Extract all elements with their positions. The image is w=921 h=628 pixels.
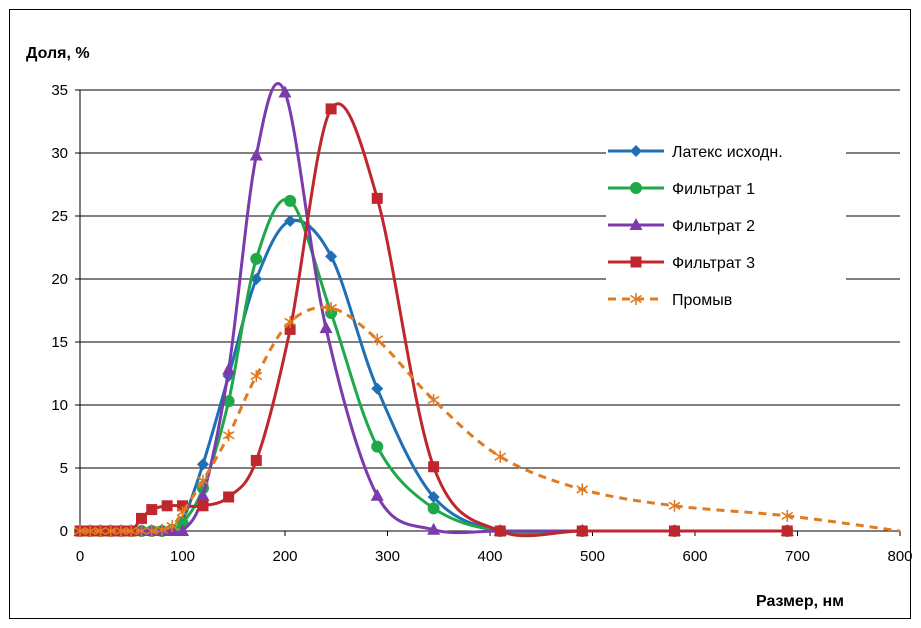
data-point-3-11 — [196, 488, 210, 501]
data-point-4-17 — [494, 525, 506, 537]
y-axis-label: Доля, % — [26, 45, 90, 62]
tick-labels: 0 5 10 15 20 25 30 35 0 100 200 300 400 500 600 700 800 — [51, 82, 912, 565]
data-point-4-10 — [197, 500, 209, 512]
data-point-5-1 — [84, 525, 97, 537]
data-point-1-14 — [284, 215, 297, 228]
data-point-5-14 — [284, 315, 297, 328]
gridlines — [80, 89, 900, 469]
y-tick-label-20: 20 — [51, 271, 68, 288]
x-axis-label: Размер, нм — [756, 593, 844, 610]
x-tick-label-0: 0 — [76, 548, 84, 565]
y-tick-label-5: 5 — [60, 460, 68, 477]
data-point-5-6 — [135, 525, 148, 537]
legend-label-1: Латекс исходн. — [672, 144, 783, 161]
y-tick-label-25: 25 — [51, 208, 68, 225]
legend-marker-1 — [630, 145, 642, 157]
data-point-5-8 — [156, 523, 168, 536]
x-tick-label-700: 700 — [785, 548, 810, 565]
data-point-4-11 — [223, 491, 235, 503]
x-tick-label-800: 800 — [887, 548, 912, 565]
data-point-3-14 — [278, 85, 292, 98]
data-point-2-17 — [427, 502, 440, 515]
series-group — [73, 82, 901, 538]
x-tick-label-400: 400 — [477, 548, 502, 565]
data-point-4-20 — [781, 525, 793, 537]
data-point-5-16 — [371, 333, 384, 346]
data-point-4-19 — [669, 525, 680, 537]
data-point-5-19 — [576, 483, 589, 496]
data-point-4-9 — [177, 500, 188, 512]
data-point-4-14 — [325, 103, 337, 115]
legend-label-2: Фильтрат 1 — [672, 181, 755, 198]
data-point-4-13 — [284, 323, 296, 335]
data-point-1-15 — [325, 250, 338, 263]
data-point-5-0 — [74, 525, 86, 537]
legend: Латекс исходн. Фильтрат 1 Фильтрат 2 Фильтр… — [606, 134, 846, 323]
data-point-5-18 — [494, 450, 507, 463]
data-point-5-21 — [781, 509, 794, 522]
data-point-2-16 — [371, 440, 384, 453]
legend-label-3: Фильтрат 2 — [672, 218, 755, 235]
data-point-3-16 — [370, 488, 384, 501]
x-tick-label-100: 100 — [170, 548, 195, 565]
data-point-1-11 — [197, 458, 209, 471]
data-point-2-14 — [284, 194, 297, 207]
legend-background — [606, 134, 846, 323]
data-point-5-3 — [104, 525, 117, 537]
y-tick-label-10: 10 — [51, 397, 68, 414]
data-point-1-17 — [427, 490, 440, 503]
data-point-5-5 — [125, 525, 138, 537]
legend-label-5: Промыв — [672, 292, 732, 309]
x-tick-label-600: 600 — [682, 548, 707, 565]
data-point-5-15 — [325, 301, 338, 314]
chart-frame: 0 5 10 15 20 25 30 35 0 100 200 300 400 500 600 700 800 … — [9, 9, 912, 619]
y-tick-label-15: 15 — [51, 334, 68, 351]
data-point-5-2 — [94, 525, 107, 537]
y-tick-label-0: 0 — [60, 523, 68, 540]
data-point-3-15 — [319, 321, 333, 334]
data-point-4-7 — [146, 504, 158, 516]
x-tick-label-300: 300 — [375, 548, 400, 565]
data-point-5-7 — [145, 525, 158, 537]
data-point-4-12 — [250, 454, 262, 466]
legend-marker-5 — [630, 293, 642, 305]
y-tick-label-30: 30 — [51, 145, 68, 162]
data-point-3-13 — [249, 148, 263, 161]
data-point-4-15 — [371, 192, 383, 204]
data-point-4-18 — [576, 525, 588, 537]
x-tick-label-200: 200 — [272, 548, 297, 565]
legend-marker-3 — [629, 218, 643, 230]
series-5 — [74, 301, 901, 537]
data-point-5-17 — [427, 393, 440, 406]
data-point-1-16 — [371, 382, 384, 395]
series-line-5 — [79, 305, 901, 533]
data-point-5-12 — [222, 429, 235, 442]
data-point-5-9 — [166, 519, 179, 532]
data-point-4-16 — [428, 461, 440, 473]
data-point-2-13 — [250, 252, 263, 265]
data-point-5-13 — [250, 370, 263, 383]
data-point-4-8 — [161, 500, 173, 512]
data-point-5-4 — [115, 525, 127, 537]
data-point-2-12 — [222, 395, 235, 408]
legend-label-4: Фильтрат 3 — [672, 255, 755, 272]
x-tick-label-500: 500 — [580, 548, 605, 565]
data-point-3-12 — [222, 362, 236, 375]
legend-marker-2 — [630, 182, 642, 194]
data-point-3-17 — [427, 522, 441, 535]
y-tick-label-35: 35 — [51, 82, 68, 99]
data-point-4-6 — [136, 512, 147, 524]
data-point-5-11 — [197, 474, 209, 487]
data-point-3-10 — [176, 524, 189, 536]
data-point-5-10 — [176, 506, 189, 519]
legend-marker-4 — [630, 256, 642, 268]
data-point-5-20 — [668, 499, 681, 512]
